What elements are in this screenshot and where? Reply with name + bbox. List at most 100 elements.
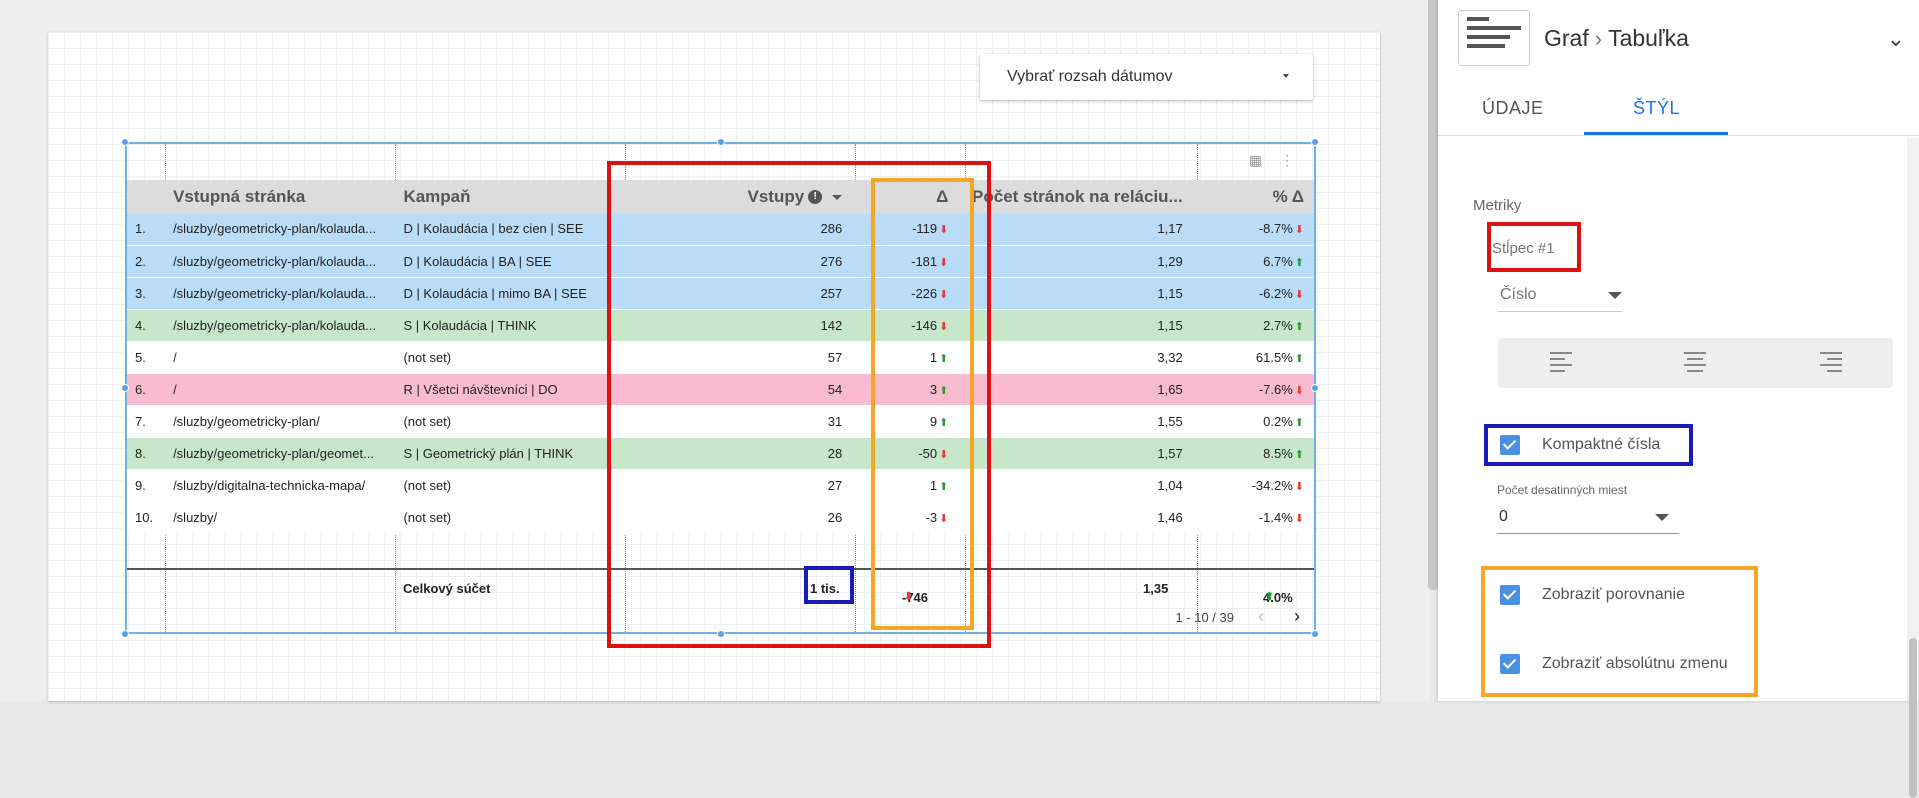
chart-type-icon[interactable]: ▦ bbox=[1248, 152, 1262, 168]
table-row[interactable]: 1./sluzby/geometricky-plan/kolauda... D |… bbox=[127, 213, 1314, 246]
chart-toolbar: ▦ ⋮ bbox=[1249, 152, 1294, 169]
arrow-down-icon: ⬇ bbox=[1294, 224, 1304, 237]
show-comparison-checkbox[interactable] bbox=[1500, 585, 1520, 605]
dropdown-caret-icon bbox=[1655, 514, 1669, 521]
arrow-up-icon: ⬆ bbox=[1294, 416, 1304, 429]
table-row[interactable]: 8./sluzby/geometricky-plan/geomet... S | … bbox=[127, 437, 1314, 470]
panel-scrollbar-thumb[interactable] bbox=[1909, 638, 1917, 798]
metrics-section-label: Metriky bbox=[1473, 197, 1522, 214]
resize-handle[interactable] bbox=[121, 138, 129, 146]
date-range-picker[interactable]: Vybrať rozsah dátumov bbox=[980, 54, 1313, 100]
delta-cell: -119 ⬇ bbox=[856, 213, 967, 246]
entrances-cell: 28 bbox=[625, 437, 857, 470]
row-index: 6. bbox=[127, 373, 166, 406]
align-center-icon[interactable] bbox=[1684, 352, 1706, 376]
campaign-cell: (not set) bbox=[395, 469, 626, 502]
resize-handle[interactable] bbox=[1311, 630, 1319, 638]
sort-desc-icon[interactable] bbox=[832, 194, 843, 200]
table-row[interactable]: 9./sluzby/digitalna-technicka-mapa/(not … bbox=[127, 469, 1314, 502]
campaign-cell: R | Všetci návštevníci | DO bbox=[395, 373, 626, 406]
total-label: Celkový súčet bbox=[403, 581, 491, 596]
table-row[interactable]: 10./sluzby/(not set) 26 -3 ⬇ 1,46 -1.4% ⬇ bbox=[127, 501, 1314, 534]
table-row[interactable]: 7./sluzby/geometricky-plan/(not set) 31 9 ⬆… bbox=[127, 405, 1314, 438]
resize-handle[interactable] bbox=[121, 384, 129, 392]
campaign-cell: S | Geometrický plán | THINK bbox=[395, 437, 626, 470]
landing-page-cell: / bbox=[165, 373, 396, 406]
table-header-row: Vstupná stránka Kampaň Vstupy! Δ Počet s… bbox=[127, 180, 1314, 213]
pages-per-session-cell: 3,32 bbox=[966, 341, 1197, 374]
align-left-icon[interactable] bbox=[1550, 352, 1572, 376]
landing-page-cell: /sluzby/geometricky-plan/kolauda... bbox=[165, 277, 396, 310]
pages-per-session-cell: 1,57 bbox=[966, 437, 1197, 470]
entrances-cell: 276 bbox=[625, 245, 857, 278]
info-icon[interactable]: ! bbox=[808, 190, 823, 205]
delta-cell: -146 ⬇ bbox=[856, 309, 967, 342]
campaign-cell: S | Kolaudácia | THINK bbox=[395, 309, 626, 342]
pages-per-session-cell: 1,46 bbox=[966, 501, 1197, 534]
total-row: Celkový súčet 1 tis. -746 ⬇ 1,35 4.0% ⬆ bbox=[403, 581, 1293, 605]
table-row[interactable]: 2./sluzby/geometricky-plan/kolauda... D |… bbox=[127, 245, 1314, 278]
tab-data[interactable]: ÚDAJE bbox=[1482, 98, 1544, 118]
arrow-down-icon: ⬇ bbox=[939, 288, 949, 301]
more-options-icon[interactable]: ⋮ bbox=[1280, 152, 1294, 168]
entrances-cell: 27 bbox=[625, 469, 857, 502]
campaign-cell: (not set) bbox=[395, 405, 626, 438]
resize-handle[interactable] bbox=[1311, 138, 1319, 146]
header-landing-page[interactable]: Vstupná stránka bbox=[165, 180, 396, 213]
align-right-icon[interactable] bbox=[1820, 352, 1842, 376]
arrow-down-icon: ⬇ bbox=[1294, 512, 1304, 525]
resize-handle[interactable] bbox=[1311, 384, 1319, 392]
arrow-down-icon: ⬇ bbox=[1294, 384, 1304, 397]
delta-cell: 9 ⬆ bbox=[856, 405, 967, 438]
table-row[interactable]: 3./sluzby/geometricky-plan/kolauda... D |… bbox=[127, 277, 1314, 310]
table-chart[interactable]: ▦ ⋮ Vstupná stránka Kampaň Vstupy! Δ Poč… bbox=[125, 142, 1316, 634]
compact-numbers-checkbox[interactable] bbox=[1500, 435, 1520, 455]
breadcrumb-current: Tabuľka bbox=[1608, 25, 1689, 51]
pages-per-session-cell: 1,15 bbox=[966, 277, 1197, 310]
landing-page-cell: /sluzby/geometricky-plan/kolauda... bbox=[165, 245, 396, 278]
chevron-down-icon[interactable]: ⌄ bbox=[1886, 26, 1905, 51]
pct-delta-cell: -8.7% ⬇ bbox=[1196, 213, 1314, 246]
landing-page-cell: /sluzby/ bbox=[165, 501, 396, 534]
resize-handle[interactable] bbox=[121, 630, 129, 638]
header-delta[interactable]: Δ bbox=[856, 180, 967, 213]
panel-header: Graf › Tabuľka ⌄ bbox=[1438, 0, 1919, 80]
tab-style[interactable]: ŠTÝL bbox=[1633, 98, 1681, 118]
row-index: 4. bbox=[127, 309, 166, 342]
row-index: 3. bbox=[127, 277, 166, 310]
table-row[interactable]: 6. / R | Všetci návštevníci | DO 54 3 ⬆ 1,65 -7… bbox=[127, 373, 1314, 406]
arrow-up-icon: ⬆ bbox=[1265, 591, 1275, 603]
header-campaign[interactable]: Kampaň bbox=[395, 180, 626, 213]
landing-page-cell: /sluzby/geometricky-plan/geomet... bbox=[165, 437, 396, 470]
table-row[interactable]: 4./sluzby/geometricky-plan/kolauda... S |… bbox=[127, 309, 1314, 342]
row-index: 5. bbox=[127, 341, 166, 374]
dropdown-caret-icon bbox=[1608, 292, 1622, 299]
table-chart-icon[interactable] bbox=[1458, 10, 1530, 66]
next-page-icon[interactable]: › bbox=[1294, 606, 1300, 626]
alignment-group bbox=[1498, 338, 1893, 388]
pct-delta-cell: 8.5% ⬆ bbox=[1196, 437, 1314, 470]
number-type-select[interactable]: Číslo bbox=[1498, 278, 1622, 312]
header-pct-delta[interactable]: % Δ bbox=[1196, 180, 1314, 213]
pct-delta-cell: -6.2% ⬇ bbox=[1196, 277, 1314, 310]
resize-handle[interactable] bbox=[717, 138, 725, 146]
decimals-label: Počet desatinných miest bbox=[1497, 483, 1628, 497]
arrow-down-icon: ⬇ bbox=[1294, 480, 1304, 493]
pct-delta-cell: -34.2% ⬇ bbox=[1196, 469, 1314, 502]
delta-cell: -226 ⬇ bbox=[856, 277, 967, 310]
table-row[interactable]: 5. / (not set) 57 1 ⬆ 3,32 61.5% ⬆ bbox=[127, 341, 1314, 374]
prev-page-icon[interactable]: ‹ bbox=[1258, 606, 1264, 626]
canvas-scrollbar[interactable] bbox=[1428, 0, 1438, 590]
resize-handle[interactable] bbox=[717, 630, 725, 638]
header-entrances[interactable]: Vstupy! bbox=[625, 180, 857, 213]
show-absolute-change-checkbox[interactable] bbox=[1500, 654, 1520, 674]
pages-per-session-cell: 1,17 bbox=[966, 213, 1197, 246]
pct-delta-cell: -1.4% ⬇ bbox=[1196, 501, 1314, 534]
arrow-up-icon: ⬆ bbox=[1294, 448, 1304, 461]
header-pages-per-session[interactable]: Počet stránok na reláciu... bbox=[966, 180, 1197, 213]
arrow-up-icon: ⬆ bbox=[1294, 320, 1304, 333]
breadcrumb-root[interactable]: Graf bbox=[1544, 25, 1589, 51]
pages-per-session-cell: 1,55 bbox=[966, 405, 1197, 438]
decimals-select[interactable]: 0 bbox=[1497, 500, 1679, 534]
panel-scrollbar-track[interactable] bbox=[1907, 138, 1919, 798]
